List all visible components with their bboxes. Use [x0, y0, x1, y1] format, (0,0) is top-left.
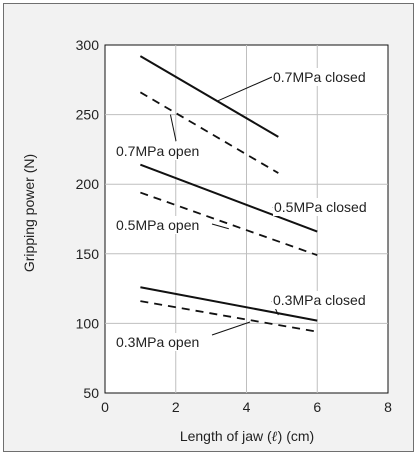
annotation-label-0-3mpa-open: 0.3MPa open [116, 334, 199, 350]
series-annotations: 0.7MPa closed 0.7MPa open 0.5MPa closed 0.5… [115, 68, 368, 351]
x-tick-label-0: 0 [101, 399, 109, 415]
x-tick-label-8: 8 [384, 399, 392, 415]
series-line-0-3mpa-open [140, 300, 318, 333]
y-tick-label-50: 50 [83, 385, 99, 401]
axis-ticks: 50 100 150 200 250 300 0 2 4 6 8 [76, 37, 392, 415]
series-line-0-7mpa-open [139, 91, 279, 174]
annotation-bg-0-3mpa-closed [272, 291, 367, 309]
annotation-label-0-7mpa-open: 0.7MPa open [116, 143, 199, 159]
series-line-0-5mpa-open [140, 191, 318, 257]
series-line-0-3mpa-closed [140, 286, 318, 322]
annotation-leader-0-3mpa-open [211, 321, 251, 336]
annotation-label-0-7mpa-closed: 0.7MPa closed [273, 69, 366, 85]
y-tick-label-100: 100 [76, 315, 100, 331]
annotation-bg-0-7mpa-open [115, 142, 201, 160]
annotation-bg-0-5mpa-closed [273, 198, 368, 216]
annotation-bg-0-7mpa-closed [272, 68, 367, 86]
series-line-0-7mpa-closed [139, 55, 279, 138]
annotation-label-0-5mpa-closed: 0.5MPa closed [274, 199, 367, 215]
annotation-label-0-5mpa-open: 0.5MPa open [116, 217, 199, 233]
annotation-leader-0-7mpa-closed [217, 76, 273, 102]
data-series [139, 55, 318, 333]
x-tick-label-6: 6 [313, 399, 321, 415]
y-tick-label-200: 200 [76, 176, 100, 192]
x-axis-title: Length of jaw (ℓ) (cm) [180, 428, 314, 445]
series-line-0-5mpa-closed [140, 163, 318, 233]
y-axis-title: Gripping power (N) [21, 154, 37, 272]
y-tick-label-300: 300 [76, 37, 100, 53]
annotation-label-0-3mpa-closed: 0.3MPa closed [273, 292, 366, 308]
annotation-bg-0-3mpa-open [115, 333, 201, 351]
x-tick-label-2: 2 [172, 399, 180, 415]
annotation-leader-0-5mpa-open [211, 223, 229, 230]
x-tick-label-4: 4 [243, 399, 251, 415]
annotation-bg-0-5mpa-open [115, 216, 201, 234]
y-tick-label-150: 150 [76, 246, 100, 262]
y-tick-label-250: 250 [76, 107, 100, 123]
annotation-leader-0-7mpa-open [169, 114, 177, 142]
